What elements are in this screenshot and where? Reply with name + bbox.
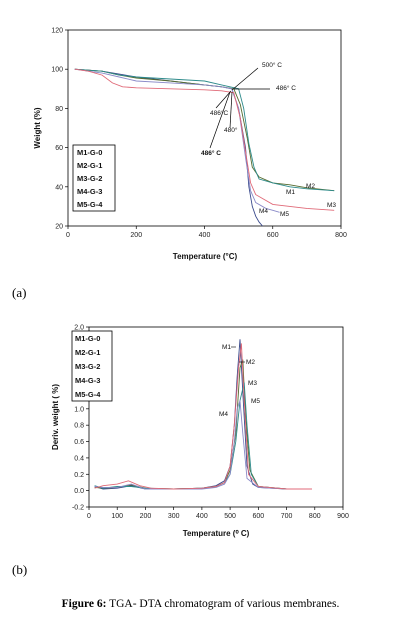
dta-legend-box: [71, 330, 113, 402]
dta-y-tick-label: 2.0: [74, 325, 84, 332]
tga-end-label-m2: M2: [306, 183, 315, 190]
caption-text: TGA- DTA chromatogram of various membran…: [106, 598, 340, 610]
dta-legend-item: M5-G-4: [75, 390, 101, 399]
tga-chart: 0 200 400 600 800 20 40 60 80 100 120 Temperature …: [33, 28, 347, 262]
tga-annotation-arrow-500: [231, 67, 259, 91]
tga-x-tick-label: 800: [335, 232, 347, 239]
tga-end-label-m1: M1: [286, 189, 295, 196]
tga-x-tick-label: 200: [130, 232, 142, 239]
dta-chart: 0 100 200 300 400 500 600 700 800 900 -0.2 0.0 0.2 0.…: [51, 325, 349, 539]
tga-annotation-486-mid: 486°C: [210, 109, 228, 117]
tga-x-tick-label: 600: [267, 232, 279, 239]
dta-legend-item: M1-G-0: [75, 334, 100, 343]
dta-y-tick-label: 0.2: [74, 472, 84, 479]
dta-series-line-4: [94, 400, 312, 490]
dta-series-line-1: [94, 339, 312, 490]
tga-y-tick-label: 100: [51, 67, 63, 74]
tga-legend-item: M2-G-1: [77, 161, 102, 170]
tga-annotation-arrow-486-low: [209, 91, 231, 149]
tga-y-tick-label: 80: [55, 106, 63, 113]
caption-label: Figure 6:: [61, 598, 107, 610]
panel-label-b: (b): [12, 562, 28, 577]
tga-legend-item: M1-G-0: [77, 148, 102, 157]
dta-y-tick-label: 0.4: [74, 455, 84, 462]
tga-series-line-5: [74, 68, 335, 211]
tga-legend-item: M3-G-2: [77, 174, 102, 183]
tga-series-line-4: [74, 68, 280, 213]
dta-legend-item: M2-G-1: [75, 348, 100, 357]
dta-x-tick-label: 200: [140, 513, 152, 520]
tga-annotation-486-right: 486° C: [276, 84, 296, 92]
dta-series-line-5: [94, 343, 312, 490]
dta-series: [94, 339, 312, 490]
dta-y-tick-label: -0.2: [72, 505, 84, 512]
dta-legend: M1-G-0 M2-G-1 M3-G-2 M4-G-3 M5-G-4: [71, 330, 113, 402]
panel-label-a: (a): [12, 285, 27, 300]
dta-peak-label-m1: M1: [222, 344, 231, 351]
dta-x-tick-label: 0: [87, 513, 91, 520]
tga-x-tick-label: 400: [199, 232, 211, 239]
dta-x-tick-label: 300: [168, 513, 180, 520]
dta-x-tick-label: 500: [224, 513, 236, 520]
dta-x-tick-label: 600: [252, 513, 264, 520]
dta-ticks: 0 100 200 300 400 500 600 700 800 900 -0.2 0.0 0.2 0.…: [72, 325, 349, 521]
dta-peak-label-m5: M5: [251, 398, 260, 405]
dta-series-line-3: [94, 382, 312, 490]
dta-peak-label-m2: M2: [246, 359, 255, 366]
tga-y-tick-label: 60: [55, 145, 63, 152]
tga-legend-item: M4-G-3: [77, 187, 102, 196]
tga-annotation-480: 480°: [224, 126, 238, 134]
dta-x-axis-label: Temperature (⁰ C): [183, 529, 250, 538]
tga-y-axis-label: Weight (%): [33, 107, 42, 149]
dta-y-tick-label: 1.0: [74, 406, 84, 413]
dta-legend-item: M4-G-3: [75, 376, 100, 385]
dta-x-tick-label: 800: [309, 513, 321, 520]
tga-end-label-m3: M3: [327, 202, 336, 209]
dta-y-tick-label: 0.6: [74, 439, 84, 446]
tga-legend: M1-G-0 M2-G-1 M3-G-2 M4-G-3 M5-G-4: [72, 144, 116, 212]
dta-legend-item: M3-G-2: [75, 362, 100, 371]
tga-x-tick-label: 0: [66, 232, 70, 239]
tga-annotation-486-low: 486° C: [201, 149, 221, 157]
tga-annotation-500: 500° C: [262, 61, 282, 69]
tga-ticks: 0 200 400 600 800 20 40 60 80 100 120: [51, 28, 347, 240]
dta-y-tick-label: 0.0: [74, 488, 84, 495]
dta-peak-label-m3: M3: [248, 380, 257, 387]
dta-y-tick-label: 0.8: [74, 423, 84, 430]
tga-annotation-arrow-480: [229, 91, 233, 129]
tga-legend-item: M5-G-4: [77, 200, 103, 209]
tga-end-label-m4: M4: [259, 208, 268, 215]
dta-x-tick-label: 100: [111, 513, 123, 520]
dta-x-tick-label: 700: [281, 513, 293, 520]
figure-caption: Figure 6: TGA- DTA chromatogram of vario…: [0, 598, 401, 610]
tga-legend-box: [72, 144, 116, 212]
dta-y-axis-label: Deriv. weight ( %): [51, 384, 60, 450]
dta-x-tick-label: 400: [196, 513, 208, 520]
dta-series-line-2: [94, 359, 312, 490]
tga-x-axis-label: Temperature (°C): [173, 252, 238, 261]
tga-end-label-m5: M5: [280, 211, 289, 218]
tga-annotation-arrow-486-mid: [215, 90, 232, 109]
tga-y-tick-label: 20: [55, 224, 63, 231]
tga-y-tick-label: 40: [55, 184, 63, 191]
tga-y-tick-label: 120: [51, 28, 63, 35]
dta-peak-label-m4: M4: [219, 411, 228, 418]
dta-plot-frame: [88, 326, 344, 508]
dta-x-tick-label: 900: [337, 513, 349, 520]
